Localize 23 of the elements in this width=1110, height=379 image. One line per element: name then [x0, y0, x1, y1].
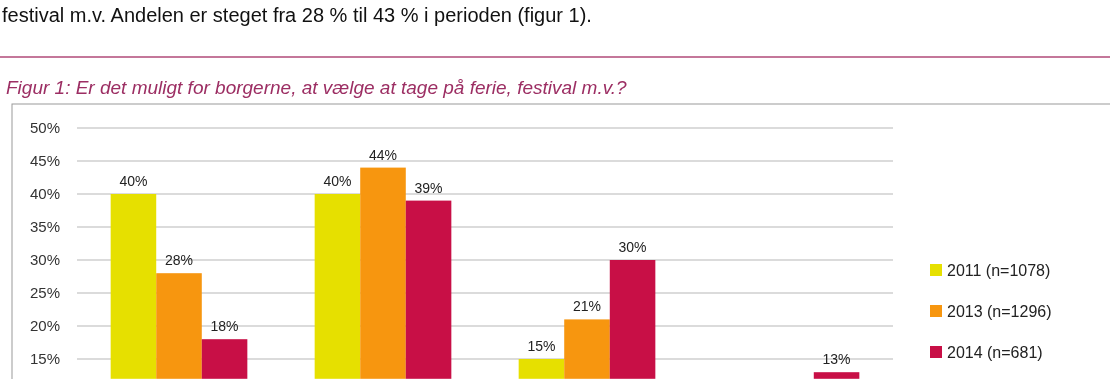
data-label: 40% [119, 173, 148, 189]
y-tick-label: 45% [29, 152, 60, 170]
y-tick-label: 25% [29, 284, 60, 302]
legend-label: 2011 (n=1078) [947, 261, 1051, 279]
chart-title: Figur 1: Er det muligt for borgerne, at vælge at tage på ferie, festival m.v.? [6, 77, 628, 98]
y-tick-label: 35% [29, 218, 60, 236]
legend-label: 2013 (n=1296) [947, 302, 1052, 320]
data-label: 28% [164, 252, 194, 269]
legend-label: 2014 (n=681) [947, 343, 1043, 361]
text: festival m.v. Andelen er steget fra 28 % til 43 % i perioden (figur 1). [2, 4, 592, 26]
y-tick-label: 15% [29, 350, 60, 368]
y-tick-label: 40% [29, 185, 60, 203]
data-label: 40% [323, 173, 352, 189]
y-tick-label: 30% [29, 251, 60, 269]
y-tick-label: 50% [29, 119, 60, 137]
y-tick-label: 20% [29, 317, 60, 335]
data-label: 15% [527, 338, 556, 354]
data-label: 13% [822, 351, 851, 368]
data-label: 21% [572, 298, 602, 315]
data-label: 18% [210, 318, 239, 335]
data-label: 30% [618, 239, 647, 255]
data-label: 44% [368, 146, 398, 163]
data-label: 39% [414, 179, 443, 196]
